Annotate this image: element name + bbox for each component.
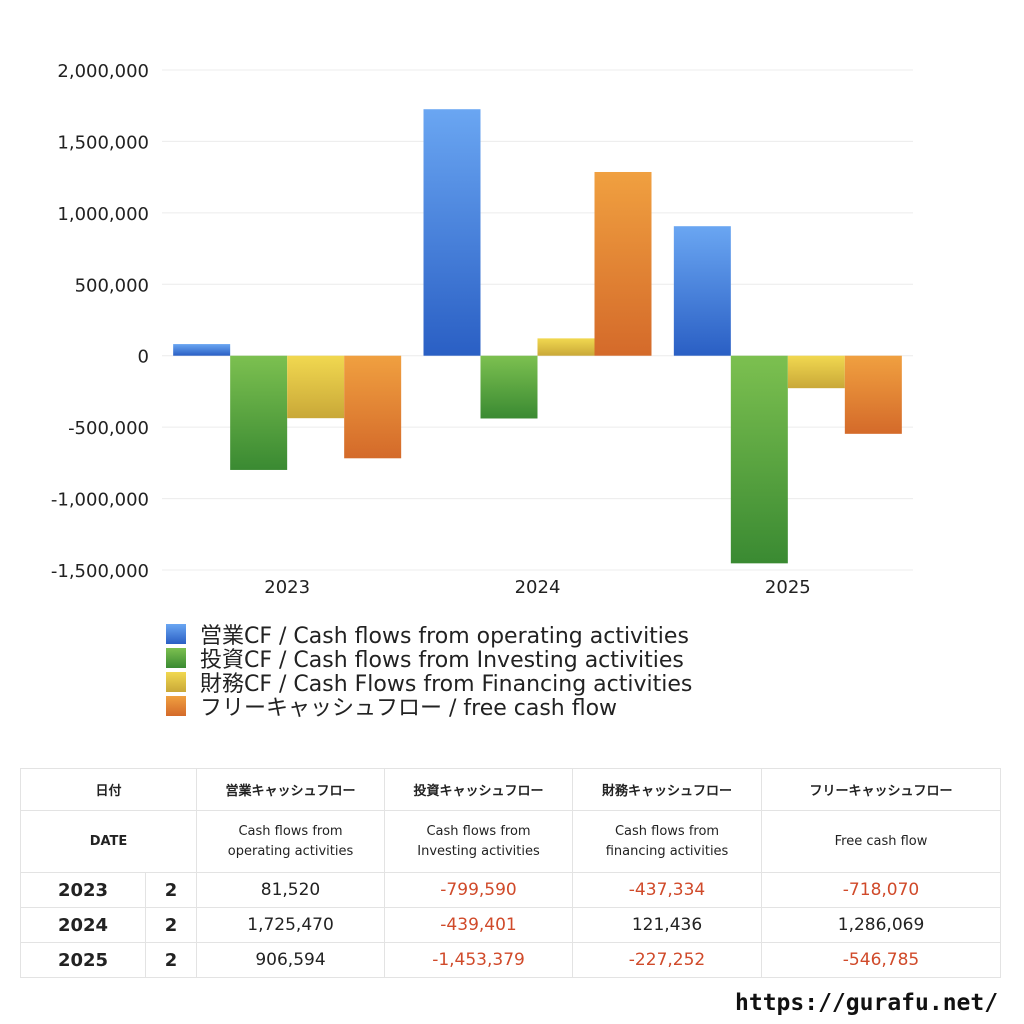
table-header-jp: 日付 営業キャッシュフロー 投資キャッシュフロー 財務キャッシュフロー フリーキ…: [19, 768, 1002, 811]
cash-flow-table: 日付 営業キャッシュフロー 投資キャッシュフロー 財務キャッシュフロー フリーキ…: [19, 768, 1002, 978]
row-operating: 1,725,470: [196, 907, 386, 943]
y-tick-label: 1,500,000: [57, 132, 149, 153]
legend-item-financing: 財務CF / Cash Flows from Financing activit…: [166, 670, 692, 697]
bar-operating-2023: [173, 344, 231, 356]
table-row: 2024 2 1,725,470 -439,401 121,436 1,286,…: [20, 907, 1002, 943]
legend-swatch-free: [166, 696, 186, 716]
bar-operating-2025: [673, 226, 731, 356]
legend-label-investing: 投資CF / Cash flows from Investing activit…: [200, 648, 684, 673]
footer-url: https://gurafu.net/: [735, 990, 999, 1016]
header-date-jp: 日付: [19, 768, 198, 811]
bar-free-2024: [594, 171, 652, 356]
row-free: -546,785: [761, 942, 1002, 978]
legend-swatch-financing: [166, 672, 186, 692]
bar-investing-2024: [480, 355, 538, 419]
y-tick-label: -500,000: [68, 418, 149, 439]
bar-free-2023: [344, 355, 402, 459]
row-investing: -1,453,379: [384, 942, 574, 978]
bar-financing-2023: [287, 355, 345, 419]
y-tick-label: 2,000,000: [57, 61, 149, 82]
header-financing-en: Cash flows from financing activities: [572, 810, 763, 873]
legend-swatch-investing: [166, 648, 186, 668]
row-financing: 121,436: [572, 907, 763, 943]
row-investing: -799,590: [384, 872, 574, 908]
y-tick-label: 1,000,000: [57, 204, 149, 225]
row-year: 2025: [20, 942, 146, 978]
legend-label-financing: 財務CF / Cash Flows from Financing activit…: [200, 672, 693, 697]
y-tick-label: -1,000,000: [51, 490, 149, 511]
bar-free-2025: [844, 355, 902, 434]
table-row: 2023 2 81,520 -799,590 -437,334 -718,070: [20, 872, 1002, 908]
x-tick-label: 2024: [515, 577, 561, 598]
legend-item-free: フリーキャッシュフロー / free cash flow: [166, 694, 692, 721]
bar-operating-2024: [423, 109, 481, 356]
y-tick-label: 500,000: [75, 275, 149, 296]
header-free-en: Free cash flow: [761, 810, 1002, 873]
header-operating-en: Cash flows from operating activities: [196, 810, 386, 873]
row-year: 2024: [20, 907, 146, 943]
row-financing: -437,334: [572, 872, 763, 908]
bar-financing-2025: [787, 355, 845, 389]
cash-flow-bar-chart: 2,000,000 1,500,000 1,000,000 500,000 0 -500,…: [51, 61, 913, 598]
row-financing: -227,252: [572, 942, 763, 978]
row-operating: 81,520: [196, 872, 386, 908]
x-tick-label: 2023: [264, 577, 310, 598]
y-tick-label: 0: [138, 347, 149, 368]
bar-investing-2025: [730, 355, 788, 564]
legend-item-operating: 営業CF / Cash flows from operating activit…: [166, 622, 692, 649]
row-free: 1,286,069: [761, 907, 1002, 943]
y-tick-label: -1,500,000: [51, 561, 149, 582]
row-investing: -439,401: [384, 907, 574, 943]
legend-item-investing: 投資CF / Cash flows from Investing activit…: [166, 646, 692, 673]
row-free: -718,070: [761, 872, 1002, 908]
legend-label-free: フリーキャッシュフロー / free cash flow: [200, 696, 618, 721]
header-financing-jp: 財務キャッシュフロー: [572, 768, 763, 811]
legend-label-operating: 営業CF / Cash flows from operating activit…: [200, 624, 689, 649]
row-month: 2: [144, 942, 198, 978]
header-investing-en: Cash flows from Investing activities: [384, 810, 574, 873]
header-date-en: DATE: [19, 810, 198, 873]
header-investing-jp: 投資キャッシュフロー: [384, 768, 574, 811]
bar-investing-2023: [230, 355, 288, 470]
header-operating-jp: 営業キャッシュフロー: [196, 768, 386, 811]
row-year: 2023: [20, 872, 146, 908]
row-month: 2: [144, 907, 198, 943]
legend-swatch-operating: [166, 624, 186, 644]
x-tick-label: 2025: [765, 577, 811, 598]
bar-financing-2024: [537, 338, 595, 356]
row-month: 2: [144, 872, 198, 908]
chart-legend: 営業CF / Cash flows from operating activit…: [166, 622, 692, 721]
table-header-en: DATE Cash flows from operating activitie…: [19, 810, 1002, 873]
header-free-jp: フリーキャッシュフロー: [761, 768, 1002, 811]
table-row: 2025 2 906,594 -1,453,379 -227,252 -546,…: [20, 942, 1002, 978]
row-operating: 906,594: [196, 942, 386, 978]
